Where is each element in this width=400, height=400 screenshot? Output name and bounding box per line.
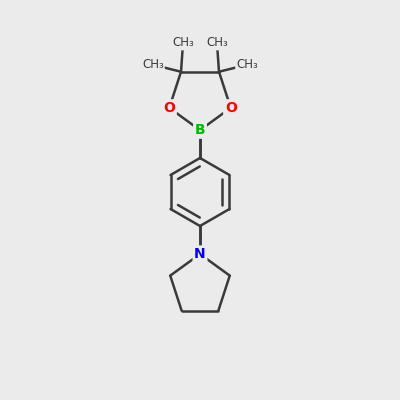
Text: N: N xyxy=(194,247,206,261)
Text: CH₃: CH₃ xyxy=(236,58,258,71)
Text: CH₃: CH₃ xyxy=(142,58,164,71)
Text: O: O xyxy=(163,101,175,115)
Text: CH₃: CH₃ xyxy=(172,36,194,50)
Text: CH₃: CH₃ xyxy=(206,36,228,50)
Text: O: O xyxy=(225,101,237,115)
Text: B: B xyxy=(195,123,205,137)
